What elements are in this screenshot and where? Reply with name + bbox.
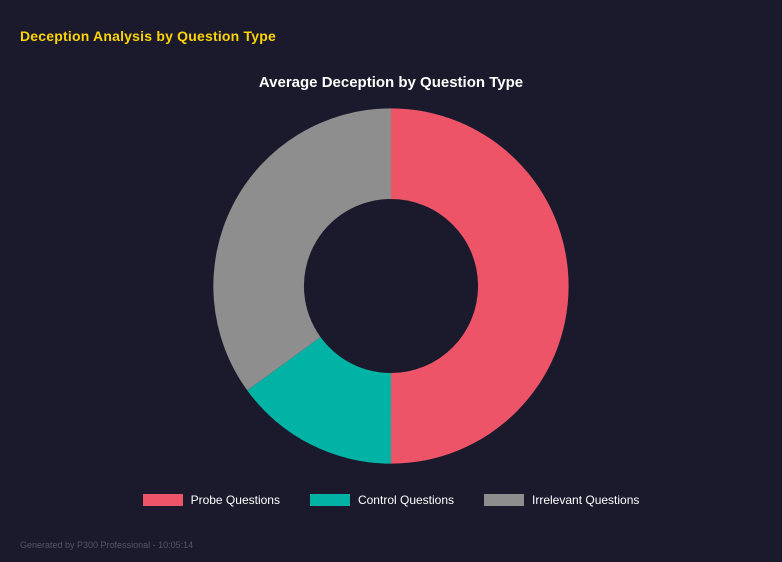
legend-swatch-probe [142,494,183,506]
footer-status-text: Generated by P300 Professional - 10:05:1… [20,540,194,550]
donut-slice-2[interactable] [213,108,391,391]
legend-label-control: Control Questions [357,493,455,507]
legend-label-probe: Probe Questions [190,493,280,507]
legend-item-irrelevant-questions[interactable]: Irrelevant Questions [484,493,639,507]
chart-title: Average Deception by Question Type [258,74,524,91]
donut-chart [213,108,569,464]
page-title: Deception Analysis by Question Type [20,28,276,44]
legend-swatch-control [309,494,350,506]
chart-panel: Average Deception by Question Type Probe… [0,70,782,507]
legend-label-irrelevant: Irrelevant Questions [532,493,640,507]
donut-slice-0[interactable] [391,108,569,464]
donut-slice-1[interactable] [247,337,391,464]
legend-item-probe-questions[interactable]: Probe Questions [142,493,280,507]
legend-item-control-questions[interactable]: Control Questions [309,493,455,507]
chart-legend: Probe Questions Control Questions Irrele… [142,493,639,507]
legend-swatch-irrelevant [484,494,525,506]
